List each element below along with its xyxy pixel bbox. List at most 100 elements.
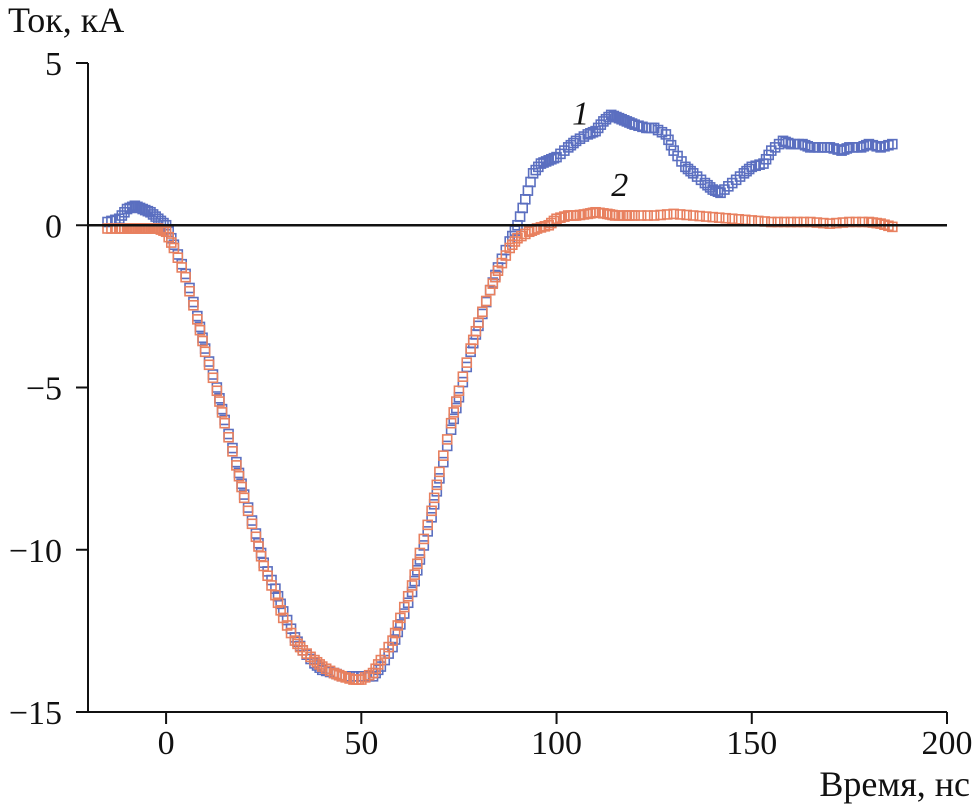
data-point [163, 231, 174, 243]
data-point [250, 531, 262, 543]
data-point [197, 335, 208, 347]
series-label-1: 1 [572, 96, 589, 133]
data-point [850, 216, 862, 228]
data-point [272, 590, 284, 602]
data-point [214, 396, 225, 407]
data-point [660, 129, 672, 140]
data-point [272, 597, 284, 609]
data-point [674, 209, 686, 220]
data-point [207, 372, 219, 384]
data-point [223, 431, 234, 443]
data-point [490, 271, 501, 283]
data-point [216, 407, 228, 418]
data-point [223, 428, 234, 440]
data-point [445, 424, 457, 435]
data-point [655, 209, 666, 221]
data-point [707, 211, 719, 223]
data-point [431, 479, 443, 491]
data-point [275, 605, 286, 616]
data-point [629, 210, 640, 221]
data-point [453, 385, 465, 397]
data-point [253, 537, 264, 549]
data-point [525, 176, 536, 188]
data-point [389, 634, 401, 645]
data-point [642, 210, 653, 221]
data-point [448, 407, 460, 418]
data-point [467, 334, 479, 346]
data-point [635, 210, 647, 221]
data-point [487, 278, 499, 289]
data-point [231, 460, 242, 471]
data-point [246, 515, 258, 526]
data-point [517, 202, 529, 214]
data-point [414, 547, 426, 559]
y-tick-label: −5 [26, 371, 62, 408]
data-point [431, 486, 443, 497]
data-point [270, 589, 281, 601]
y-tick-label: −10 [9, 533, 62, 570]
data-point [514, 211, 526, 222]
data-point [236, 481, 247, 493]
data-point [457, 371, 469, 382]
data-point [457, 376, 469, 388]
data-point [451, 396, 462, 407]
data-point [720, 212, 732, 224]
data-point [242, 505, 254, 517]
data-point [694, 210, 706, 222]
data-point [392, 620, 404, 631]
data-point [648, 210, 660, 221]
data-point [805, 216, 816, 228]
data-point [188, 299, 199, 311]
data-point [837, 217, 849, 228]
data-point [203, 356, 215, 367]
data-point [389, 627, 401, 639]
data-point [411, 558, 423, 570]
data-point [465, 343, 476, 354]
data-point [203, 359, 215, 371]
data-point [739, 214, 751, 226]
data-point [418, 533, 430, 545]
data-point [746, 215, 758, 226]
data-point [402, 590, 414, 602]
data-point [211, 382, 223, 393]
x-tick-label: 100 [531, 725, 582, 762]
x-tick-label: 50 [344, 725, 378, 762]
data-point [811, 217, 823, 228]
x-tick-label: 150 [726, 725, 777, 762]
data-point [687, 210, 699, 221]
data-point [824, 218, 836, 229]
data-point [160, 226, 172, 238]
data-point [428, 492, 440, 504]
data-point [857, 216, 868, 228]
data-point [434, 473, 445, 484]
data-point [445, 417, 457, 429]
data-point [387, 635, 398, 646]
series-labels: 12 [572, 96, 628, 204]
data-point [470, 329, 482, 340]
series-2 [102, 206, 898, 685]
data-point [712, 186, 724, 198]
data-point [438, 450, 449, 461]
data-point [685, 165, 696, 177]
data-point [477, 308, 488, 320]
data-point [700, 211, 712, 222]
data-point [765, 216, 777, 228]
x-tick-label: 0 [158, 725, 175, 762]
data-point [192, 310, 203, 322]
data-point [426, 505, 437, 517]
data-point [792, 216, 803, 228]
data-point [887, 138, 898, 150]
data-point [227, 446, 238, 457]
data-point [661, 209, 673, 220]
data-point [294, 641, 306, 653]
data-point [626, 118, 638, 129]
data-point [818, 217, 829, 229]
data-point [484, 284, 496, 296]
data-point [798, 216, 810, 228]
x-tick-label: 200 [922, 725, 973, 762]
data-point [713, 212, 725, 223]
data-point [180, 271, 191, 283]
data-point [258, 557, 270, 569]
